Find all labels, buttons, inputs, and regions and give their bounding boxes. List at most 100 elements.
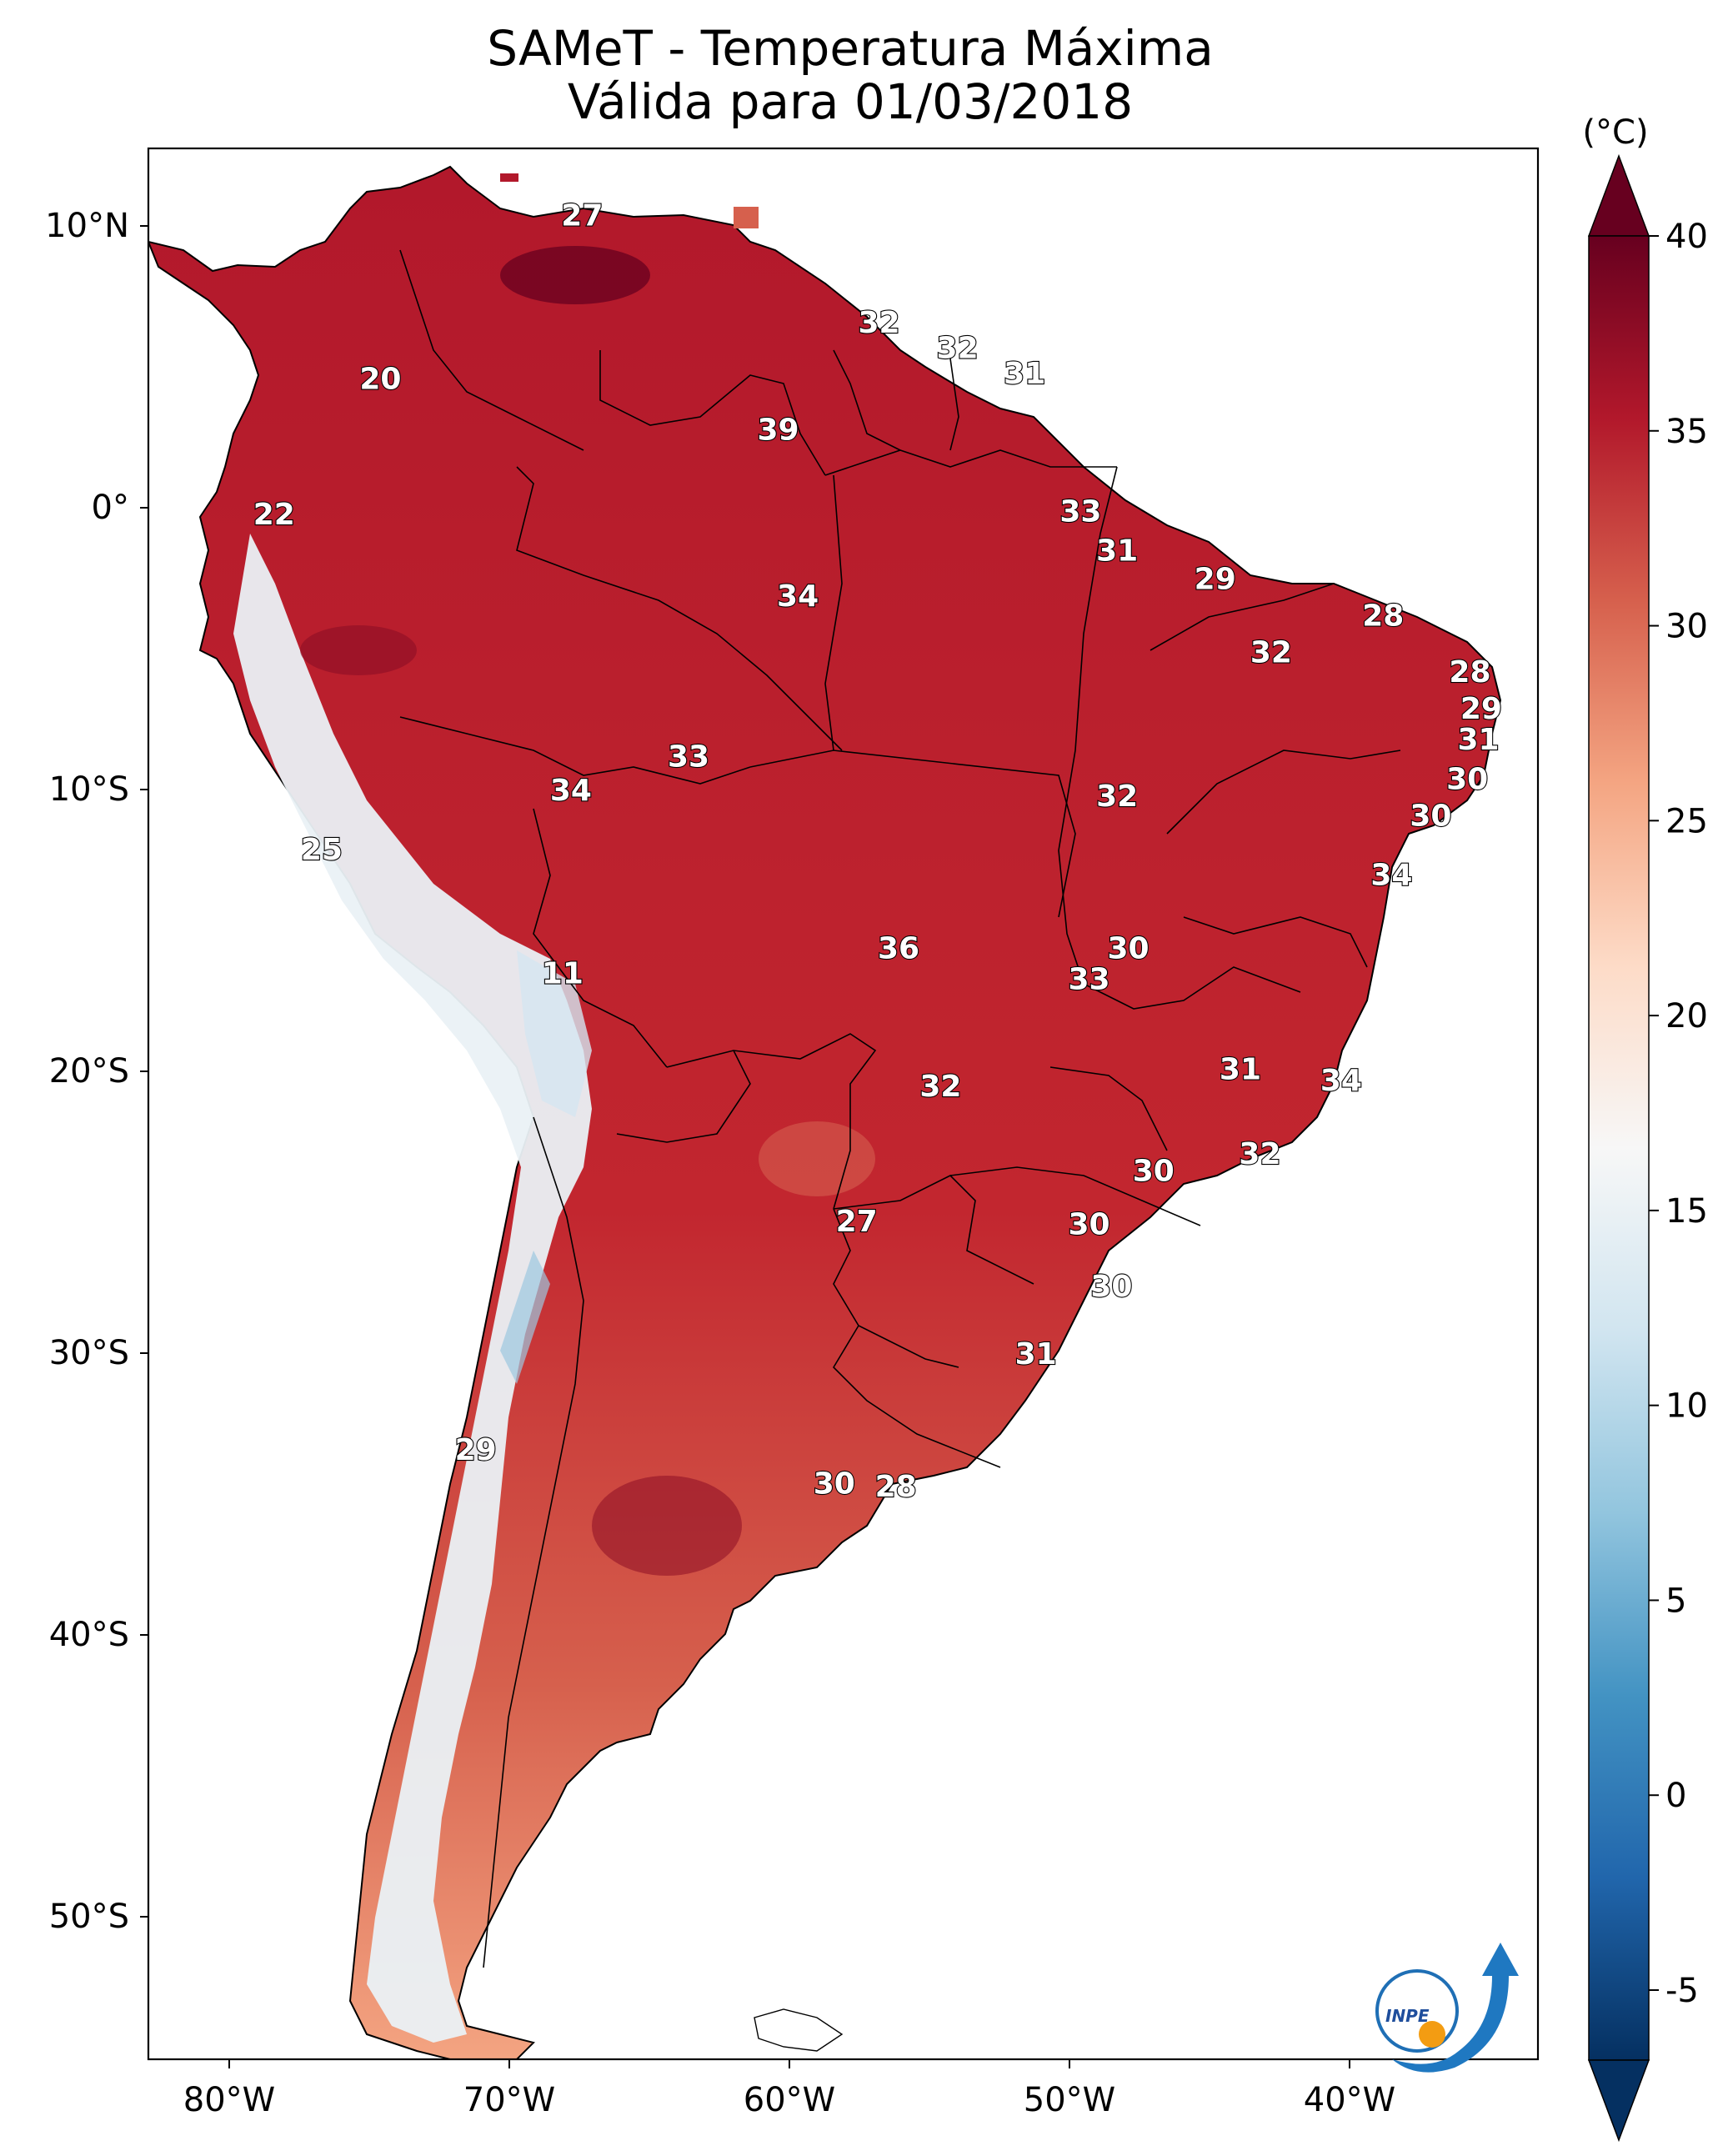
station-value: 39 [758, 413, 799, 447]
colorbar-tick-label: 25 [1665, 802, 1708, 840]
station-value: 20 [359, 363, 401, 397]
colorbar-tick-label: 15 [1665, 1192, 1708, 1231]
colorbar-tick-label: 20 [1665, 997, 1708, 1035]
logo-text: INPE [1385, 2006, 1430, 2026]
station-value: 33 [1059, 494, 1101, 529]
lat-tick-label: 10°N [45, 207, 129, 245]
lon-tick-label: 50°W [1024, 2081, 1115, 2119]
station-value: 11 [542, 957, 584, 991]
station-value: 31 [1220, 1053, 1261, 1087]
title-line-2: Válida para 01/03/2018 [567, 73, 1134, 130]
country-borders [399, 249, 1401, 1968]
border-line [1058, 466, 1118, 985]
border-line [399, 716, 751, 785]
border-line [833, 1175, 1034, 1285]
station-value: 30 [1068, 1208, 1109, 1242]
station-value: 32 [919, 1070, 961, 1104]
border-line [399, 249, 584, 451]
station-value: 29 [1195, 563, 1236, 597]
warm-spot-chaco [759, 1121, 875, 1196]
lat-tick-label: 30°S [49, 1334, 129, 1372]
border-line [1166, 750, 1401, 835]
lon-tick-label: 60°W [744, 2081, 835, 2119]
border-line [832, 1325, 1001, 1468]
colorbar-gradient [1588, 235, 1650, 2061]
border-line [1183, 916, 1368, 968]
trinidad-island [734, 207, 759, 228]
colorbar-tick-label: 5 [1665, 1582, 1686, 1620]
border-line [533, 808, 668, 1068]
border-line [949, 1166, 1201, 1226]
longitude-axis: 80°W 70°W 60°W 50°W 40°W [183, 2060, 1395, 2119]
station-value: 30 [1410, 799, 1451, 833]
inpe-logo: INPE [1375, 1943, 1519, 2073]
lat-tick-label: 40°S [49, 1616, 129, 1654]
station-value: 34 [777, 579, 819, 614]
lat-tick-label: 20°S [49, 1052, 129, 1091]
station-value: 32 [937, 331, 979, 365]
border-line [599, 350, 826, 476]
station-value: 29 [455, 1433, 497, 1467]
border-line [616, 1050, 751, 1143]
station-value: 22 [253, 498, 295, 532]
latitude-axis: 10°N 0° 10°S 20°S 30°S 40°S 50°S [45, 207, 148, 1936]
station-value: 36 [878, 931, 919, 965]
border-line [749, 750, 1076, 918]
station-value: 25 [301, 833, 343, 867]
station-value: 27 [561, 198, 603, 233]
map-frame [147, 147, 1540, 2061]
station-value: 34 [550, 774, 592, 808]
station-value: 34 [1320, 1064, 1362, 1098]
lon-tick-label: 80°W [183, 2081, 275, 2119]
station-value: 32 [1239, 1137, 1280, 1171]
station-value: 32 [1096, 780, 1138, 814]
colorbar-tick-label: -5 [1665, 1972, 1699, 2010]
station-value: 31 [1015, 1337, 1057, 1371]
lat-tick-label: 0° [92, 489, 129, 527]
hot-spot-peru [300, 625, 417, 675]
station-value: 28 [1449, 655, 1490, 689]
border-line [824, 474, 843, 751]
border-line [666, 1033, 877, 1210]
border-line [483, 1116, 584, 1968]
station-value: 30 [1108, 931, 1150, 965]
colorbar-ticks: 40 35 30 25 20 15 10 5 0 -5 [1649, 218, 1708, 2010]
caribbean-island [500, 173, 518, 182]
colorbar-max-extend [1587, 153, 1650, 237]
border-line [833, 1208, 959, 1368]
station-value: 32 [858, 306, 899, 340]
station-value: 30 [1090, 1270, 1132, 1304]
station-value: 30 [1133, 1154, 1175, 1188]
colorbar: (°C) 40 35 30 25 20 15 10 5 0 -5 [1582, 113, 1708, 2143]
logo-arrow-icon [1392, 1943, 1519, 2073]
hot-spot-argentina [592, 1476, 742, 1576]
hot-spot-venezuela [500, 246, 650, 304]
andes-cool-region [233, 534, 592, 2043]
colorbar-unit-label: (°C) [1582, 113, 1648, 152]
logo-sun-icon [1419, 2021, 1445, 2048]
falkland-islands [754, 2008, 844, 2052]
lon-tick-label: 70°W [463, 2081, 555, 2119]
colorbar-tick-label: 0 [1665, 1777, 1686, 1815]
colorbar-tick-label: 30 [1665, 608, 1708, 646]
colorbar-tick-label: 40 [1665, 218, 1708, 256]
station-value: 27 [836, 1205, 878, 1239]
station-value: 30 [814, 1467, 855, 1501]
border-line [1150, 583, 1335, 651]
lon-tick-label: 40°W [1304, 2081, 1395, 2119]
station-value: 29 [1460, 692, 1502, 726]
border-line [1083, 966, 1301, 1010]
logo-orbit-icon [1375, 1969, 1459, 2053]
border-line [516, 466, 843, 751]
map-layer [148, 165, 1502, 2059]
altiplano-cool [517, 950, 592, 1117]
station-value: 28 [875, 1470, 917, 1504]
station-value: 32 [1250, 635, 1292, 669]
station-value: 34 [1370, 858, 1412, 892]
lat-tick-label: 10°S [49, 770, 129, 809]
station-value: 31 [1458, 723, 1500, 757]
andes-cold-core [500, 1251, 550, 1384]
colorbar-tick-label: 35 [1665, 413, 1708, 451]
